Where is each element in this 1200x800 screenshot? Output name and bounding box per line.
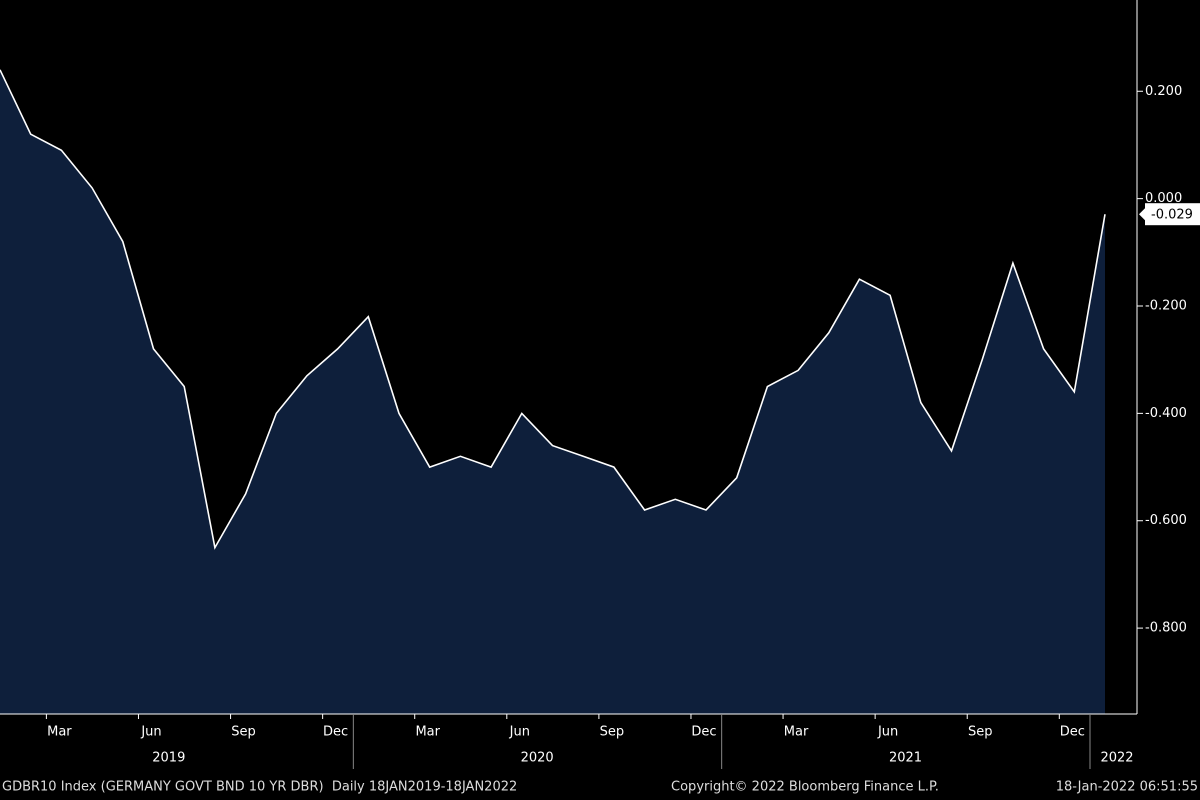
year-label: 2019 bbox=[152, 751, 185, 766]
x-tick-label: Mar bbox=[415, 725, 440, 740]
last-value-label: -0.029 bbox=[1151, 208, 1193, 223]
x-tick-label: Dec bbox=[323, 725, 348, 740]
x-tick-label: Sep bbox=[968, 725, 993, 740]
x-tick-label: Jun bbox=[509, 725, 530, 740]
y-tick-label: -0.400 bbox=[1145, 406, 1187, 421]
footer-left: GDBR10 Index (GERMANY GOVT BND 10 YR DBR… bbox=[2, 780, 517, 795]
x-tick-label: Jun bbox=[140, 725, 161, 740]
y-tick-label: -0.800 bbox=[1145, 621, 1187, 636]
x-tick-label: Sep bbox=[231, 725, 256, 740]
x-tick-label: Sep bbox=[600, 725, 625, 740]
footer-center: Copyright© 2022 Bloomberg Finance L.P. bbox=[671, 780, 939, 795]
year-label: 2021 bbox=[889, 751, 922, 766]
x-tick-label: Dec bbox=[691, 725, 716, 740]
y-tick-label: -0.600 bbox=[1145, 513, 1187, 528]
last-value-pointer bbox=[1139, 207, 1146, 222]
year-label: 2020 bbox=[521, 751, 554, 766]
y-tick-label: -0.200 bbox=[1145, 299, 1187, 314]
line bbox=[0, 69, 1106, 550]
last-value-box bbox=[1145, 203, 1200, 226]
x-tick-label: Dec bbox=[1060, 725, 1085, 740]
area-fill bbox=[0, 69, 1105, 715]
y-tick-label: 0.200 bbox=[1145, 84, 1182, 99]
x-tick-label: Mar bbox=[784, 725, 809, 740]
footer-right: 18-Jan-2022 06:51:55 bbox=[1056, 780, 1198, 795]
y-tick-label: 0.000 bbox=[1145, 191, 1182, 206]
x-tick-label: Jun bbox=[877, 725, 898, 740]
year-label: 2022 bbox=[1100, 751, 1133, 766]
x-tick-label: Mar bbox=[47, 725, 72, 740]
